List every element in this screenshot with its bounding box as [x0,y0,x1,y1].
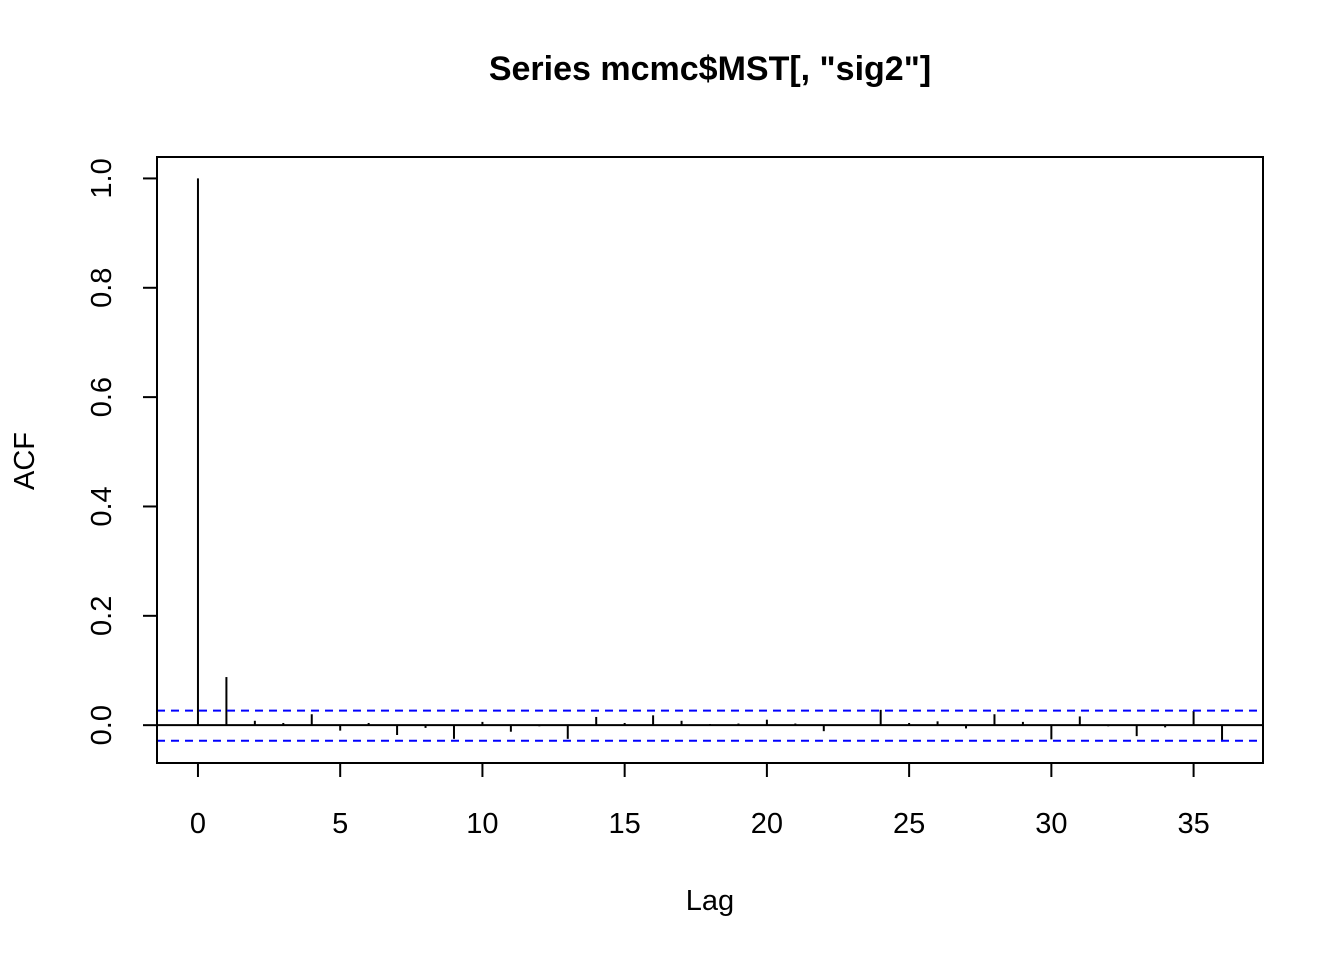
x-tick-label: 5 [332,808,348,840]
y-tick-label: 0.8 [86,268,118,308]
plot-frame [156,156,1264,764]
y-tick-label: 0.2 [86,596,118,636]
x-tick-label: 0 [190,808,206,840]
y-axis: 0.0 0.2 0.4 0.6 0.8 1.0 [86,158,158,745]
x-tick-label: 10 [466,808,498,840]
y-tick-label: 1.0 [86,158,118,198]
chart-title: Series mcmc$MST[, "sig2"] [489,50,931,88]
y-axis-label: ACF [9,432,41,490]
x-tick-label: 15 [609,808,641,840]
x-axis: 0 5 10 15 20 25 30 35 [190,762,1210,840]
acf-spikes [196,178,1224,742]
x-tick-label: 20 [751,808,783,840]
x-tick-label: 30 [1035,808,1067,840]
x-tick-label: 35 [1177,808,1209,840]
y-tick-label: 0.0 [86,705,118,745]
y-tick-label: 0.4 [86,486,118,526]
x-axis-label: Lag [686,885,734,917]
y-tick-label: 0.6 [86,377,118,417]
x-tick-label: 25 [893,808,925,840]
